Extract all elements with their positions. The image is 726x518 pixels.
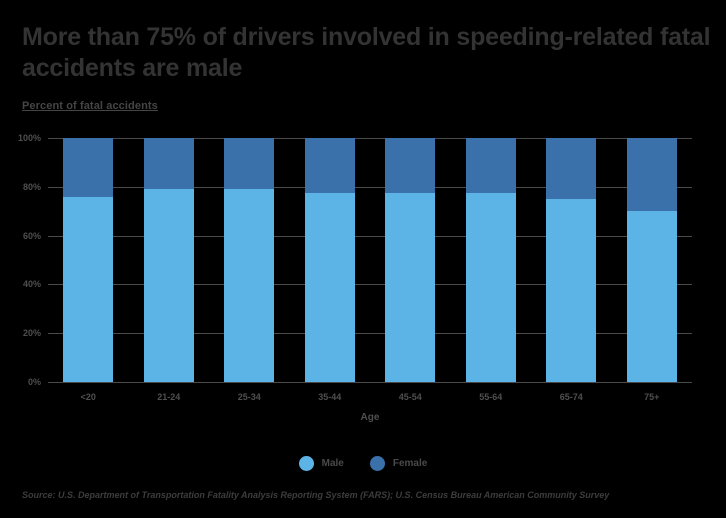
- bar-segment-female[interactable]: [465, 138, 516, 193]
- bar-series-layer: <20 21-24 25-34 35-44 45-54 55-64 65-74 75+: [48, 138, 693, 402]
- stacked-bar[interactable]: [626, 138, 677, 382]
- gridline: 40%: [23, 279, 692, 289]
- y-axis-tick-label: 60%: [22, 230, 41, 241]
- bar-group[interactable]: 21-24: [129, 138, 210, 402]
- bar-group[interactable]: <20: [48, 138, 129, 402]
- bar-segment-male[interactable]: [63, 196, 114, 382]
- x-axis-tick-label: <20: [80, 392, 96, 402]
- x-axis-title: Age: [360, 412, 380, 423]
- bar-segment-female[interactable]: [224, 138, 275, 190]
- bar-segment-female[interactable]: [304, 138, 355, 193]
- x-axis-tick-label: 75+: [644, 392, 660, 402]
- bar-group[interactable]: 65-74: [531, 138, 612, 402]
- bar-segment-male[interactable]: [626, 211, 677, 382]
- stacked-bar[interactable]: [304, 138, 355, 382]
- bar-segment-female[interactable]: [63, 138, 114, 197]
- bar-segment-male[interactable]: [385, 192, 436, 382]
- gridline: 60%: [23, 231, 692, 241]
- stacked-bar[interactable]: [143, 138, 194, 382]
- bar-segment-male[interactable]: [304, 192, 355, 382]
- x-axis-tick-label: 65-74: [559, 392, 583, 402]
- chart-legend: Male Female: [0, 456, 726, 471]
- gridline: 100%: [18, 133, 692, 143]
- legend-item-label: Male: [321, 458, 344, 469]
- chart-subtitle: Percent of fatal accidents: [22, 100, 158, 112]
- y-axis-tick-label: 80%: [22, 181, 41, 192]
- bar-group[interactable]: 55-64: [451, 138, 532, 402]
- bar-group[interactable]: 25-34: [209, 138, 290, 402]
- y-axis-tick-label: 100%: [17, 133, 41, 143]
- circle-swatch-icon: [298, 456, 314, 471]
- page-title: More than 75% of drivers involved in spe…: [22, 23, 711, 82]
- y-axis-tick-label: 0%: [27, 377, 41, 387]
- bar-group[interactable]: 35-44: [290, 138, 371, 402]
- bar-segment-female[interactable]: [385, 138, 436, 193]
- legend-item[interactable]: Female: [369, 456, 428, 471]
- stacked-bar[interactable]: [465, 138, 516, 382]
- gridline: 20%: [23, 328, 692, 338]
- bar-group[interactable]: 75+: [612, 138, 693, 402]
- gridline: 80%: [23, 182, 692, 192]
- chart-plot-area: 0% 20% 40% 60% 80% 100% <20 21-24 25-34 35-44 45-…: [18, 133, 693, 402]
- y-axis-tick-label: 20%: [22, 328, 41, 339]
- y-axis-tick-label: 40%: [22, 279, 41, 290]
- bar-segment-male[interactable]: [465, 192, 516, 382]
- x-axis-tick-label: 35-44: [318, 392, 342, 402]
- bar-segment-male[interactable]: [224, 189, 275, 382]
- x-axis-tick-label: 55-64: [479, 392, 503, 402]
- bar-group[interactable]: 45-54: [370, 138, 451, 402]
- stacked-bar[interactable]: [385, 138, 436, 382]
- bar-segment-male[interactable]: [143, 189, 194, 382]
- circle-swatch-icon: [369, 456, 385, 471]
- bar-segment-female[interactable]: [626, 138, 677, 212]
- stacked-bar[interactable]: [224, 138, 275, 382]
- legend-item-label: Female: [392, 458, 428, 469]
- stacked-bar[interactable]: [546, 138, 597, 382]
- bar-segment-female[interactable]: [143, 138, 194, 190]
- chart-header: More than 75% of drivers involved in spe…: [22, 22, 712, 112]
- gridline: 0%: [28, 377, 692, 387]
- x-axis-tick-label: 21-24: [157, 392, 181, 402]
- x-axis-tick-label: 45-54: [398, 392, 422, 402]
- bar-segment-male[interactable]: [546, 199, 597, 382]
- bar-segment-female[interactable]: [546, 138, 597, 199]
- legend-item[interactable]: Male: [298, 456, 344, 471]
- stacked-bar[interactable]: [63, 138, 114, 382]
- source-note: Source: U.S. Department of Transportatio…: [22, 490, 610, 500]
- x-axis-tick-label: 25-34: [237, 392, 261, 402]
